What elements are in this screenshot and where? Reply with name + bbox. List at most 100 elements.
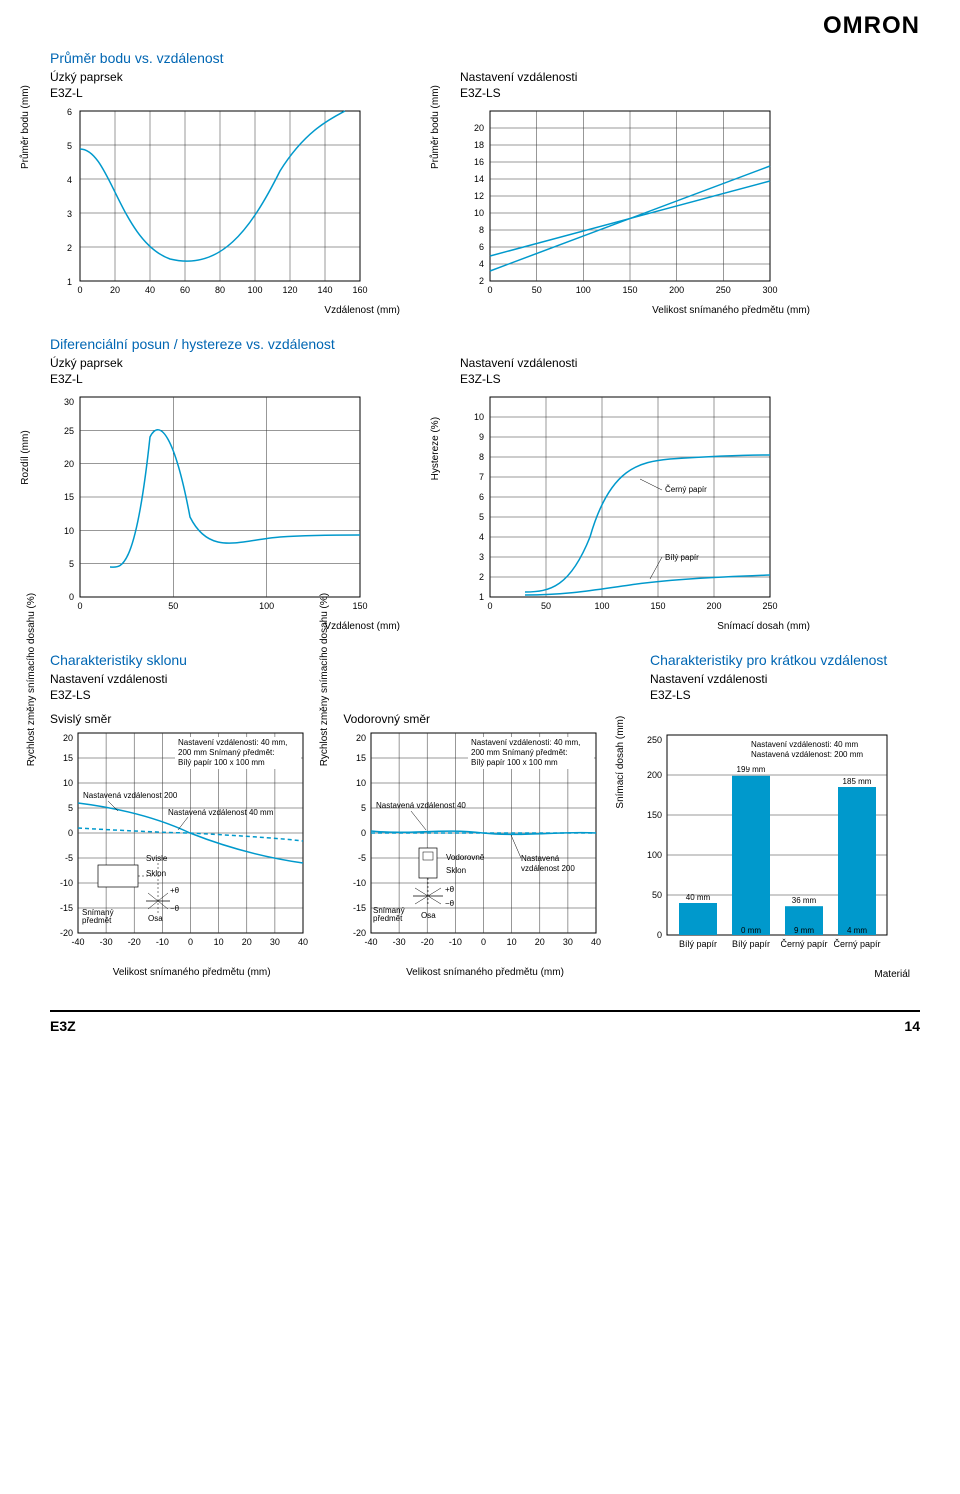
svg-text:Nastavená vzdálenost: 200 mm: Nastavená vzdálenost: 200 mm <box>751 750 863 759</box>
svg-text:-40: -40 <box>365 937 378 947</box>
svg-text:20: 20 <box>64 459 74 469</box>
svg-text:36 mm: 36 mm <box>791 896 816 905</box>
svg-text:-10: -10 <box>156 937 169 947</box>
s2r-model: E3Z-LS <box>460 372 830 386</box>
svg-text:Bílý papír: Bílý papír <box>679 939 717 949</box>
svg-text:150: 150 <box>650 601 665 611</box>
svg-text:Nastavení vzdálenosti: 40 mm: Nastavení vzdálenosti: 40 mm <box>751 740 858 749</box>
svg-text:60: 60 <box>180 285 190 295</box>
svg-text:Sklon: Sklon <box>146 869 166 878</box>
svg-text:100: 100 <box>594 601 609 611</box>
svg-text:300: 300 <box>762 285 777 295</box>
svg-text:100: 100 <box>247 285 262 295</box>
s3v-xlabel: Velikost snímaného předmětu (mm) <box>50 967 333 978</box>
s3-model-l: E3Z-LS <box>50 688 630 702</box>
svg-text:50: 50 <box>541 601 551 611</box>
svg-text:10: 10 <box>356 778 366 788</box>
svg-text:6: 6 <box>479 242 484 252</box>
svg-text:0: 0 <box>487 601 492 611</box>
svg-text:0 mm: 0 mm <box>741 926 761 935</box>
svg-text:18: 18 <box>474 140 484 150</box>
svg-text:14: 14 <box>474 174 484 184</box>
s3-sub-l: Nastavení vzdálenosti <box>50 672 630 686</box>
svg-text:0: 0 <box>361 828 366 838</box>
svg-text:Bílý papír 100 x 100 mm: Bílý papír 100 x 100 mm <box>178 758 265 767</box>
svg-text:0: 0 <box>188 937 193 947</box>
svg-text:Bílý papír 100 x 100 mm: Bílý papír 100 x 100 mm <box>471 758 558 767</box>
section3-title-right: Charakteristiky pro krátkou vzdálenost <box>650 652 920 668</box>
chart-incline-vertical: Rychlost změny snímacího dosahu (%) <box>50 728 333 978</box>
svg-text:-15: -15 <box>353 903 366 913</box>
svg-text:0: 0 <box>69 592 74 602</box>
svg-text:100: 100 <box>576 285 591 295</box>
svg-text:20: 20 <box>110 285 120 295</box>
chart-beam-diameter-setting: Průměr bodu (mm) <box>460 106 830 316</box>
svg-text:5: 5 <box>68 803 73 813</box>
svg-text:-30: -30 <box>100 937 113 947</box>
svg-text:+θ: +θ <box>170 886 180 895</box>
svg-text:250: 250 <box>647 735 662 745</box>
svg-text:4: 4 <box>479 259 484 269</box>
svg-text:3: 3 <box>67 209 72 219</box>
svg-text:předmět: předmět <box>82 916 112 925</box>
footer-page: 14 <box>904 1018 920 1034</box>
svg-text:20: 20 <box>535 937 545 947</box>
svg-text:20: 20 <box>356 733 366 743</box>
svg-text:0: 0 <box>481 937 486 947</box>
s2l-ylabel: Rozdíl (mm) <box>20 430 31 484</box>
s2l-sub: Úzký paprsek <box>50 356 420 370</box>
s2r-sub: Nastavení vzdálenosti <box>460 356 830 370</box>
svg-text:200: 200 <box>647 770 662 780</box>
svg-text:-10: -10 <box>353 878 366 888</box>
chart-diff-shift-narrow: Rozdíl (mm) 0 <box>50 392 420 632</box>
svg-text:250: 250 <box>716 285 731 295</box>
svg-text:185 mm: 185 mm <box>842 777 871 786</box>
section3-title-left: Charakteristiky sklonu <box>50 652 630 668</box>
svg-text:20: 20 <box>242 937 252 947</box>
svg-text:30: 30 <box>270 937 280 947</box>
svg-text:Osa: Osa <box>148 914 163 923</box>
s3h-ylabel: Rychlost změny snímacího dosahu (%) <box>319 593 330 766</box>
section1-title: Průměr bodu vs. vzdálenost <box>50 50 920 66</box>
svg-text:20: 20 <box>63 733 73 743</box>
svg-text:0: 0 <box>77 285 82 295</box>
svg-text:6: 6 <box>67 107 72 117</box>
svg-text:0: 0 <box>77 601 82 611</box>
svg-text:100: 100 <box>259 601 274 611</box>
svg-text:12: 12 <box>474 191 484 201</box>
svg-text:15: 15 <box>64 492 74 502</box>
svg-text:40 mm: 40 mm <box>685 893 710 902</box>
svg-text:2: 2 <box>67 243 72 253</box>
svg-text:2: 2 <box>479 276 484 286</box>
svg-text:200: 200 <box>706 601 721 611</box>
svg-text:200 mm Snímaný předmět:: 200 mm Snímaný předmět: <box>471 748 567 757</box>
s1l-ylabel: Průměr bodu (mm) <box>20 85 31 169</box>
svg-text:40: 40 <box>298 937 308 947</box>
svg-text:8: 8 <box>479 452 484 462</box>
svg-text:3: 3 <box>479 552 484 562</box>
svg-text:Černý papír: Černý papír <box>780 939 827 949</box>
s1-right-model: E3Z-LS <box>460 86 830 100</box>
svg-text:150: 150 <box>647 810 662 820</box>
s1-right-sub: Nastavení vzdálenosti <box>460 70 830 84</box>
s2l-xlabel: Vzdálenost (mm) <box>50 621 420 632</box>
svg-text:50: 50 <box>532 285 542 295</box>
svg-text:10: 10 <box>474 412 484 422</box>
svg-text:Nastavená vzdálenost 40: Nastavená vzdálenost 40 <box>376 801 466 810</box>
svg-text:8: 8 <box>479 225 484 235</box>
svg-text:150: 150 <box>352 601 367 611</box>
svg-text:160: 160 <box>352 285 367 295</box>
s3b-ylabel: Snímací dosah (mm) <box>615 716 626 809</box>
svg-text:15: 15 <box>63 753 73 763</box>
svg-text:9: 9 <box>479 432 484 442</box>
s2l-model: E3Z-L <box>50 372 420 386</box>
s1r-xlabel: Velikost snímaného předmětu (mm) <box>460 305 830 316</box>
svg-text:16: 16 <box>474 157 484 167</box>
svg-text:Černý papír: Černý papír <box>833 939 880 949</box>
svg-text:+θ: +θ <box>445 885 455 894</box>
svg-text:−θ: −θ <box>170 904 180 913</box>
svg-text:Vodorovně: Vodorovně <box>446 853 485 862</box>
svg-text:předmět: předmět <box>373 914 403 923</box>
svg-text:0: 0 <box>657 930 662 940</box>
svg-text:0: 0 <box>68 828 73 838</box>
